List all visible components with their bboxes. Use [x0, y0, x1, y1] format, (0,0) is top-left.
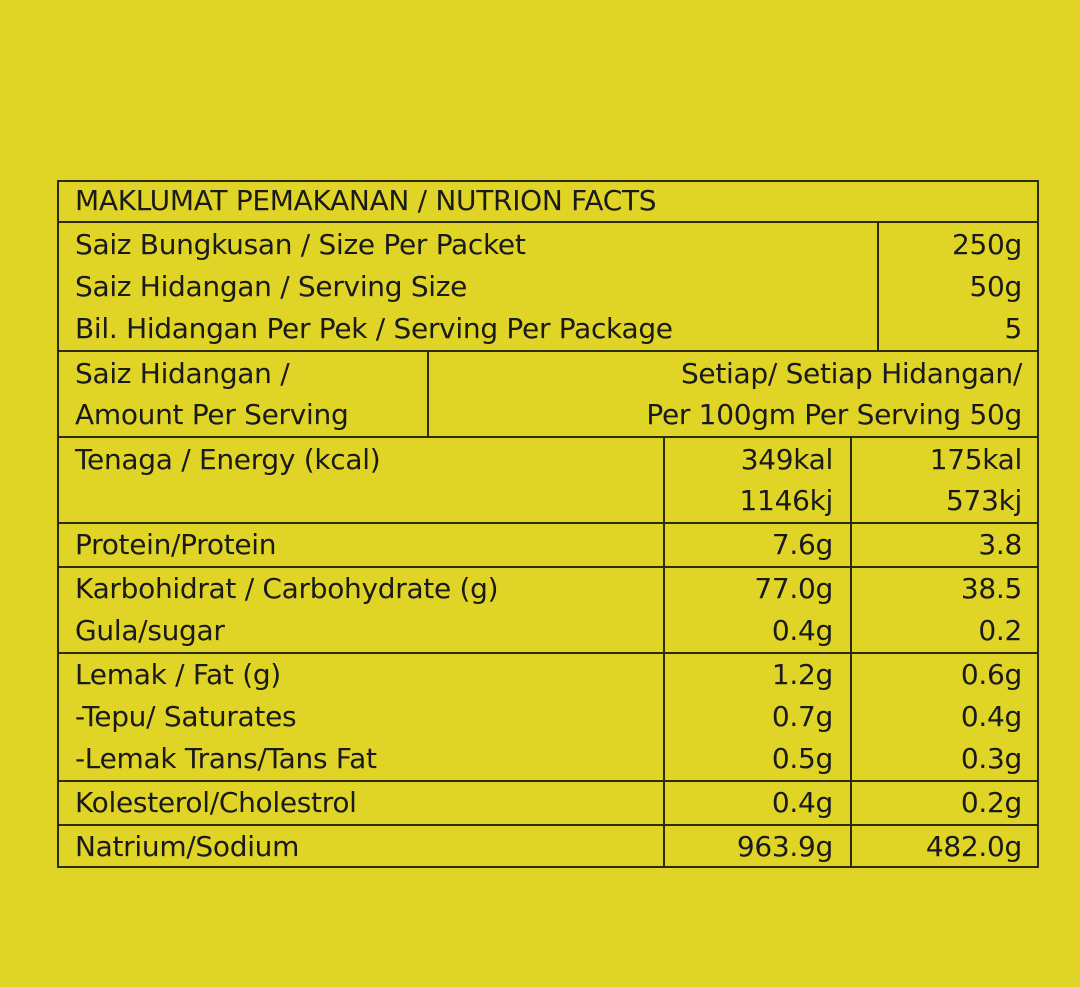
energy-per100-kcal: 349kal: [740, 443, 834, 476]
trans-fat-serving: 0.3g: [960, 742, 1022, 775]
rule-after-header: [57, 436, 1039, 438]
energy-per100-kj: 1146kj: [739, 484, 834, 517]
energy-serving-kcal: 175kal: [929, 443, 1023, 476]
cholesterol-serving: 0.2g: [960, 786, 1022, 819]
rule-after-packet: [57, 350, 1039, 352]
table-title: MAKLUMAT PEMAKANAN / NUTRION FACTS: [75, 184, 657, 217]
sodium-serving: 482.0g: [925, 830, 1022, 863]
rule-after-energy: [57, 522, 1039, 524]
fat-label: Lemak / Fat (g): [75, 658, 281, 691]
carbohydrate-label: Karbohidrat / Carbohydrate (g): [75, 572, 499, 605]
servings-per-package-label: Bil. Hidangan Per Pek / Serving Per Pack…: [75, 312, 673, 345]
sugar-label: Gula/sugar: [75, 614, 225, 647]
sodium-per100: 963.9g: [736, 830, 833, 863]
saturates-serving: 0.4g: [960, 700, 1022, 733]
cholesterol-per100: 0.4g: [771, 786, 833, 819]
trans-fat-per100: 0.5g: [771, 742, 833, 775]
sugar-serving: 0.2: [978, 614, 1022, 647]
serving-size-label: Saiz Hidangan / Serving Size: [75, 270, 468, 303]
servings-per-package-value: 5: [1004, 312, 1022, 345]
fat-serving: 0.6g: [960, 658, 1022, 691]
sugar-per100: 0.4g: [771, 614, 833, 647]
rule-after-protein: [57, 566, 1039, 568]
rule-after-carbohydrate: [57, 652, 1039, 654]
energy-label: Tenaga / Energy (kcal): [75, 443, 381, 476]
saturates-label: -Tepu/ Saturates: [75, 700, 297, 733]
sodium-label: Natrium/Sodium: [75, 830, 300, 863]
column-header-line2: Per 100gm Per Serving 50g: [646, 398, 1022, 431]
protein-label: Protein/Protein: [75, 528, 277, 561]
serving-size-value: 50g: [969, 270, 1022, 303]
column-header-line1: Setiap/ Setiap Hidangan/: [680, 357, 1022, 390]
nutrition-facts-table: [57, 180, 1039, 868]
column-divider-label: [663, 436, 665, 868]
cholesterol-label: Kolesterol/Cholestrol: [75, 786, 357, 819]
trans-fat-label: -Lemak Trans/Tans Fat: [75, 742, 377, 775]
rule-after-cholesterol: [57, 824, 1039, 826]
protein-per100: 7.6g: [771, 528, 833, 561]
protein-serving: 3.8: [978, 528, 1022, 561]
rule-after-fat: [57, 780, 1039, 782]
saturates-per100: 0.7g: [771, 700, 833, 733]
packet-size-value: 250g: [951, 228, 1022, 261]
fat-per100: 1.2g: [771, 658, 833, 691]
header-divider: [427, 350, 429, 437]
amount-label-line2: Amount Per Serving: [75, 398, 349, 431]
packet-value-divider: [877, 221, 879, 351]
carbohydrate-per100: 77.0g: [754, 572, 833, 605]
column-divider-values: [850, 436, 852, 868]
energy-serving-kj: 573kj: [946, 484, 1022, 517]
packet-size-label: Saiz Bungkusan / Size Per Packet: [75, 228, 526, 261]
rule-after-title: [57, 221, 1039, 223]
amount-label-line1: Saiz Hidangan /: [75, 357, 290, 390]
carbohydrate-serving: 38.5: [960, 572, 1022, 605]
